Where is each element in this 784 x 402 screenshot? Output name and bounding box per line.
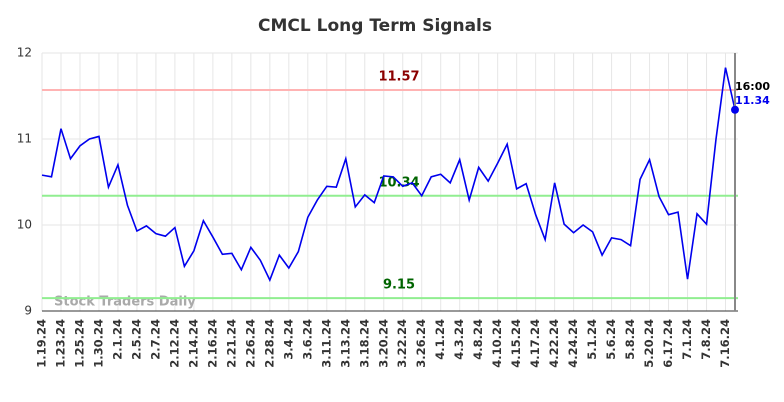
x-tick-label: 3.20.24 <box>376 319 390 368</box>
x-tick-label: 5.20.24 <box>642 319 656 368</box>
x-tick-label: 2.28.24 <box>262 319 276 368</box>
x-tick-label: 2.5.24 <box>129 319 143 360</box>
x-tick-label: 3.4.24 <box>281 319 295 360</box>
x-tick-label: 5.6.24 <box>604 319 618 360</box>
x-tick-label: 3.13.24 <box>338 319 352 368</box>
x-tick-label: 4.17.24 <box>528 319 542 368</box>
x-tick-label: 4.22.24 <box>547 319 561 368</box>
x-tick-label: 2.14.24 <box>186 319 200 368</box>
last-value: 11.34 <box>735 94 770 107</box>
x-tick-label: 5.1.24 <box>585 319 599 360</box>
x-tick-label: 2.16.24 <box>205 319 219 368</box>
x-tick-label: 3.26.24 <box>414 319 428 368</box>
x-tick-label: 3.22.24 <box>395 319 409 368</box>
x-tick-label: 7.1.24 <box>680 319 694 360</box>
series-line <box>41 67 736 283</box>
x-tick-label: 4.10.24 <box>490 319 504 368</box>
x-tick-label: 2.21.24 <box>224 319 238 368</box>
watermark: Stock Traders Daily <box>54 295 196 310</box>
x-tick-label: 2.26.24 <box>243 319 257 368</box>
y-tick-label: 9 <box>24 304 32 318</box>
last-time: 16:00 <box>735 80 770 93</box>
signal-label: 11.57 <box>378 69 419 84</box>
x-tick-label: 6.17.24 <box>661 319 675 368</box>
x-tick-label: 2.12.24 <box>167 319 181 368</box>
x-tick-label: 3.18.24 <box>357 319 371 368</box>
y-tick-label: 11 <box>17 132 32 146</box>
x-tick-label: 1.30.24 <box>91 319 105 368</box>
x-tick-label: 2.7.24 <box>148 319 162 360</box>
x-tick-label: 3.11.24 <box>319 319 333 368</box>
last-point <box>731 105 739 114</box>
x-tick-label: 2.1.24 <box>110 319 124 360</box>
x-tick-label: 1.23.24 <box>53 319 67 368</box>
x-tick-label: 1.19.24 <box>35 319 49 368</box>
chart-title: CMCL Long Term Signals <box>258 16 492 36</box>
x-tick-label: 4.1.24 <box>433 319 447 360</box>
x-tick-label: 3.6.24 <box>300 319 314 360</box>
x-tick-label: 1.25.24 <box>72 319 86 368</box>
x-tick-label: 4.15.24 <box>509 319 523 368</box>
x-tick-label: 4.8.24 <box>471 319 485 360</box>
x-tick-label: 5.8.24 <box>623 319 637 360</box>
x-tick-label: 4.24.24 <box>566 319 580 368</box>
y-tick-label: 10 <box>17 218 32 232</box>
signal-label: 9.15 <box>383 278 415 293</box>
x-tick-label: 7.16.24 <box>718 319 732 368</box>
x-tick-label: 7.8.24 <box>699 319 713 360</box>
y-tick-label: 12 <box>17 46 32 60</box>
x-tick-label: 4.3.24 <box>452 319 466 360</box>
